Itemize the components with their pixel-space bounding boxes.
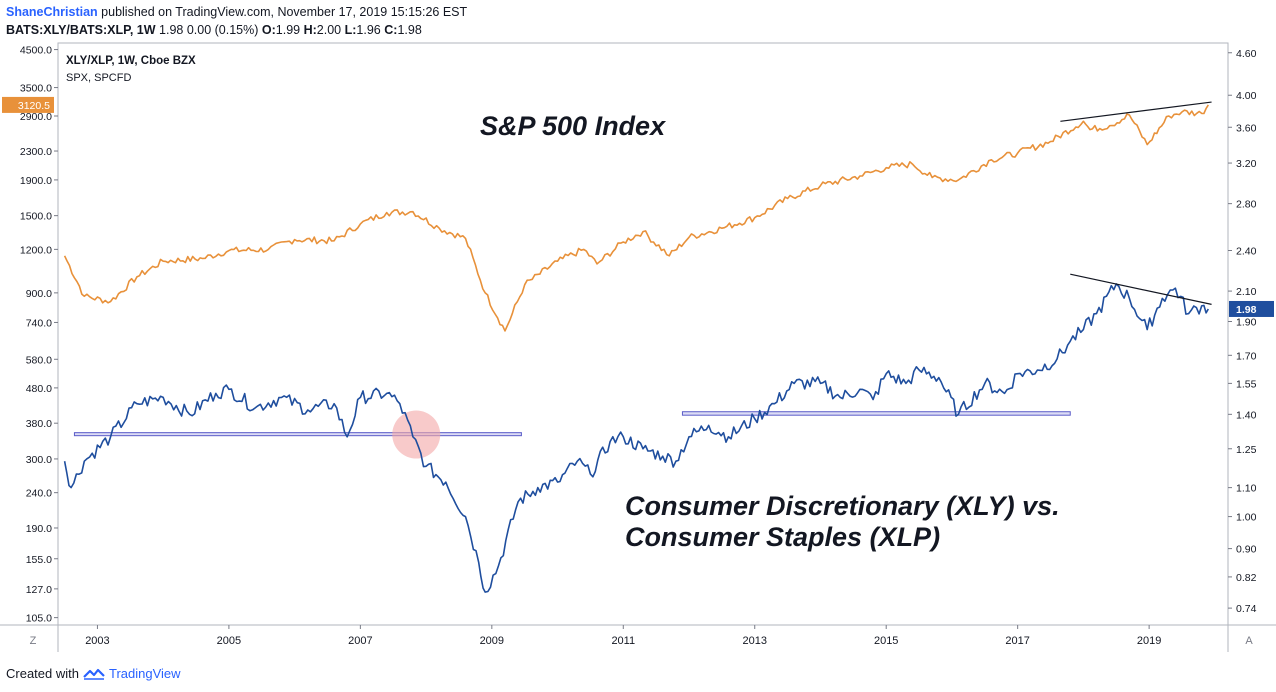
right-tick-label: 4.00 <box>1236 90 1257 102</box>
left-tick-label: 1500.0 <box>20 211 52 223</box>
ohlc-value: 1.98 <box>397 23 422 37</box>
chart-svg[interactable]: 105.0 127.0 155.0 190.0 240.0 300.0 380.0 480.0… <box>0 40 1276 652</box>
spx-annotation-title: S&P 500 Index <box>480 111 666 141</box>
right-tick-label: 4.60 <box>1236 48 1257 60</box>
left-tick-label: 3500.0 <box>20 83 52 95</box>
left-tick-label: 1900.0 <box>20 175 52 187</box>
left-tick-label: 380.0 <box>26 418 52 430</box>
symbol-change: 1.98 0.00 (0.15%) <box>155 23 262 37</box>
left-tick-label: 480.0 <box>26 383 52 395</box>
legend-ratio-label: XLY/XLP, 1W, Cboe BZX <box>66 55 196 67</box>
support-zone <box>681 411 1071 416</box>
right-tick-label: 3.60 <box>1236 122 1257 134</box>
trend-line <box>1060 101 1212 122</box>
x-tick-label: 2017 <box>1005 635 1029 647</box>
x-tick-label: 2007 <box>348 635 372 647</box>
highlight-circle <box>392 410 441 459</box>
symbol-name: BATS:XLY/BATS:XLP, 1W <box>6 23 156 37</box>
created-with-label: Created with <box>6 666 79 681</box>
right-tick-label: 1.90 <box>1236 317 1257 329</box>
ohlc-key: O: <box>261 23 276 37</box>
tradingview-logo-icon <box>83 668 105 680</box>
support-zone <box>73 432 522 437</box>
right-tick-label: 0.90 <box>1236 544 1257 556</box>
ratio-last-value-tag <box>1229 300 1274 317</box>
published-text: published on TradingView.com, November 1… <box>101 5 468 19</box>
right-tick-label: 2.80 <box>1236 199 1257 211</box>
plot-area <box>57 42 1229 626</box>
x-tick-label: 2009 <box>480 635 504 647</box>
x-tick-label: 2013 <box>742 635 766 647</box>
right-tick-label: 1.40 <box>1236 409 1257 421</box>
right-tick-label: 1.55 <box>1236 378 1257 390</box>
left-tick-label: 240.0 <box>26 488 52 500</box>
x-tick-label: 2003 <box>85 635 109 647</box>
ratio-last-value-label: 1.98 <box>1236 304 1257 316</box>
ohlc-values: O:1.99 H:2.00 L:1.96 C:1.98 <box>262 23 422 37</box>
right-tick-label: 0.74 <box>1236 603 1257 615</box>
published-line: ShaneChristian published on TradingView.… <box>6 5 467 19</box>
spx-last-value-tag <box>2 96 54 113</box>
ohlc-value: 1.99 <box>275 23 304 37</box>
right-tick-label: 3.20 <box>1236 158 1257 170</box>
left-scale-button[interactable]: Z <box>29 635 37 647</box>
ohlc-key: L: <box>344 23 357 37</box>
footer: Created with TradingView <box>6 666 181 681</box>
author-link[interactable]: ShaneChristian <box>6 5 98 19</box>
left-tick-label: 900.0 <box>26 288 52 300</box>
left-tick-label: 1200.0 <box>20 244 52 256</box>
right-tick-label: 1.00 <box>1236 512 1257 524</box>
left-tick-label: 127.0 <box>26 584 52 596</box>
right-tick-label: 1.10 <box>1236 483 1257 495</box>
left-tick-label: 580.0 <box>26 354 52 366</box>
trend-line <box>1070 273 1212 305</box>
x-tick-label: 2005 <box>217 635 241 647</box>
x-tick-label: 2019 <box>1137 635 1161 647</box>
spx-last-value-label: 3120.5 <box>18 100 50 112</box>
right-tick-label: 2.10 <box>1236 286 1257 298</box>
left-tick-label: 190.0 <box>26 523 52 535</box>
ratio-annotation-title-line2: Consumer Staples (XLP) <box>625 522 940 552</box>
left-tick-label: 2900.0 <box>20 111 52 123</box>
ohlc-value: 1.96 <box>356 23 385 37</box>
left-tick-label: 740.0 <box>26 317 52 329</box>
right-tick-label: 1.25 <box>1236 444 1257 456</box>
right-tick-label: 1.70 <box>1236 350 1257 362</box>
ratio-series-line <box>63 283 1209 593</box>
right-tick-label: 0.82 <box>1236 572 1257 584</box>
right-tick-label: 2.40 <box>1236 245 1257 257</box>
left-tick-label: 105.0 <box>26 613 52 625</box>
left-tick-label: 300.0 <box>26 454 52 466</box>
ohlc-key: C: <box>384 23 398 37</box>
ratio-annotation-title-line1: Consumer Discretionary (XLY) vs. <box>625 491 1060 521</box>
left-tick-label: 4500.0 <box>20 45 52 57</box>
chart-frame: 105.0 127.0 155.0 190.0 240.0 300.0 380.0 480.0… <box>0 40 1276 692</box>
legend-spx-label: SPX, SPCFD <box>66 72 131 84</box>
left-tick-label: 155.0 <box>26 554 52 566</box>
left-tick-label: 2300.0 <box>20 146 52 158</box>
x-tick-label: 2015 <box>874 635 898 647</box>
auto-scale-button[interactable]: A <box>1245 635 1253 647</box>
ohlc-value: 2.00 <box>316 23 345 37</box>
ohlc-key: H: <box>303 23 317 37</box>
spx-series-line <box>63 104 1209 332</box>
tradingview-brand[interactable]: TradingView <box>108 666 181 681</box>
symbol-line: BATS:XLY/BATS:XLP, 1W 1.98 0.00 (0.15%) … <box>6 23 422 37</box>
x-tick-label: 2011 <box>611 635 635 647</box>
